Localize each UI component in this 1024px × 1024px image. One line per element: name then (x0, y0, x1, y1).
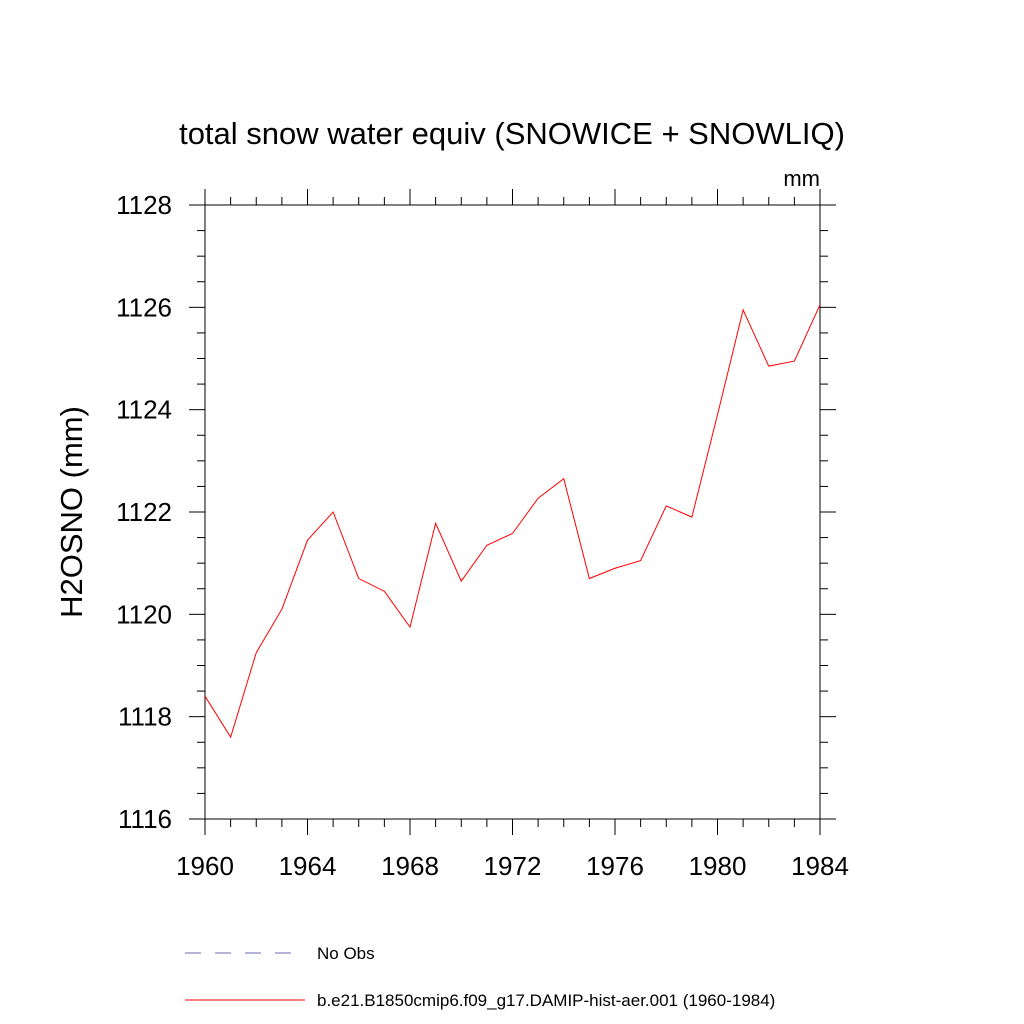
series-line (204, 304, 821, 739)
x-tick-label: 1968 (381, 851, 439, 881)
x-tick-label: 1984 (791, 851, 849, 881)
units-label: mm (783, 166, 820, 191)
x-tick-label: 1972 (484, 851, 542, 881)
y-axis-label: H2OSNO (mm) (54, 406, 89, 618)
legend-label-no-obs: No Obs (317, 944, 375, 963)
axis-ticks (189, 189, 836, 835)
y-tick-label: 1116 (118, 804, 172, 834)
chart-title: total snow water equiv (SNOWICE + SNOWLI… (179, 116, 845, 151)
y-tick-label: 1124 (116, 395, 172, 425)
x-tick-label: 1980 (689, 851, 747, 881)
x-tick-label: 1960 (176, 851, 234, 881)
x-tick-labels: 1960 1964 1968 1972 1976 1980 1984 (176, 851, 849, 881)
plot-frame (204, 204, 821, 820)
x-tick-label: 1964 (279, 851, 337, 881)
y-tick-label: 1122 (116, 497, 172, 527)
series-layer (204, 304, 821, 739)
x-tick-label: 1976 (586, 851, 644, 881)
legend: No Obs b.e21.B1850cmip6.f09_g17.DAMIP-hi… (185, 944, 775, 1010)
y-tick-label: 1128 (116, 190, 172, 220)
y-tick-label: 1120 (116, 599, 172, 629)
y-tick-label: 1126 (116, 292, 172, 322)
legend-label-model-run: b.e21.B1850cmip6.f09_g17.DAMIP-hist-aer.… (317, 991, 775, 1010)
y-tick-label: 1118 (118, 702, 172, 732)
y-tick-labels: 1116 1118 1120 1122 1124 1126 1128 (116, 190, 172, 834)
